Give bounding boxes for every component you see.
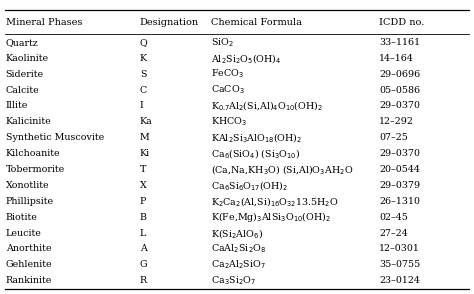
Text: Synthetic Muscovite: Synthetic Muscovite <box>6 133 104 142</box>
Text: Ca$_6$(SiO$_4$) (Si$_3$O$_{10}$): Ca$_6$(SiO$_4$) (Si$_3$O$_{10}$) <box>211 147 300 160</box>
Text: Ki: Ki <box>140 149 150 158</box>
Text: Mineral Phases: Mineral Phases <box>6 18 82 27</box>
Text: K(Si$_2$AlO$_6$): K(Si$_2$AlO$_6$) <box>211 227 263 240</box>
Text: G: G <box>140 260 147 269</box>
Text: SiO$_2$: SiO$_2$ <box>211 36 234 49</box>
Text: K$_{0.7}$Al$_2$(Si,Al)$_4$O$_{10}$(OH)$_2$: K$_{0.7}$Al$_2$(Si,Al)$_4$O$_{10}$(OH)$_… <box>211 99 323 112</box>
Text: 27–24: 27–24 <box>379 228 408 238</box>
Text: Tobermorite: Tobermorite <box>6 165 65 174</box>
Text: Calcite: Calcite <box>6 86 39 95</box>
Text: 26–1310: 26–1310 <box>379 197 420 206</box>
Text: Phillipsite: Phillipsite <box>6 197 54 206</box>
Text: 20–0544: 20–0544 <box>379 165 420 174</box>
Text: ICDD no.: ICDD no. <box>379 18 425 27</box>
Text: Kalicinite: Kalicinite <box>6 117 52 126</box>
Text: Designation: Designation <box>140 18 199 27</box>
Text: Ca$_3$Si$_2$O$_7$: Ca$_3$Si$_2$O$_7$ <box>211 275 256 287</box>
Text: 35–0755: 35–0755 <box>379 260 420 269</box>
Text: Ca$_6$Si$_6$O$_{17}$(OH)$_2$: Ca$_6$Si$_6$O$_{17}$(OH)$_2$ <box>211 179 288 192</box>
Text: Ca$_2$Al$_2$SiO$_7$: Ca$_2$Al$_2$SiO$_7$ <box>211 259 266 271</box>
Text: Siderite: Siderite <box>6 70 44 78</box>
Text: X: X <box>140 181 146 190</box>
Text: Kaolinite: Kaolinite <box>6 54 49 63</box>
Text: Ka: Ka <box>140 117 153 126</box>
Text: 02–45: 02–45 <box>379 213 408 222</box>
Text: Xonotlite: Xonotlite <box>6 181 49 190</box>
Text: 12–292: 12–292 <box>379 117 414 126</box>
Text: K$_2$Ca$_2$(Al,Si)$_{16}$O$_{32}$13.5H$_2$O: K$_2$Ca$_2$(Al,Si)$_{16}$O$_{32}$13.5H$_… <box>211 195 338 208</box>
Text: 23–0124: 23–0124 <box>379 276 420 285</box>
Text: C: C <box>140 86 147 95</box>
Text: Illite: Illite <box>6 101 28 111</box>
Text: CaAl$_2$Si$_2$O$_8$: CaAl$_2$Si$_2$O$_8$ <box>211 243 266 255</box>
Text: 12–0301: 12–0301 <box>379 245 420 253</box>
Text: 29–0696: 29–0696 <box>379 70 420 78</box>
Text: Leucite: Leucite <box>6 228 42 238</box>
Text: P: P <box>140 197 146 206</box>
Text: M: M <box>140 133 150 142</box>
Text: L: L <box>140 228 146 238</box>
Text: B: B <box>140 213 147 222</box>
Text: 07–25: 07–25 <box>379 133 408 142</box>
Text: Q: Q <box>140 38 147 47</box>
Text: K(Fe,Mg)$_3$AlSi$_3$O$_{10}$(OH)$_2$: K(Fe,Mg)$_3$AlSi$_3$O$_{10}$(OH)$_2$ <box>211 210 331 224</box>
Text: Quartz: Quartz <box>6 38 38 47</box>
Text: Biotite: Biotite <box>6 213 37 222</box>
Text: Kilchoanite: Kilchoanite <box>6 149 60 158</box>
Text: Al$_2$Si$_2$O$_5$(OH)$_4$: Al$_2$Si$_2$O$_5$(OH)$_4$ <box>211 52 281 65</box>
Text: FeCO$_3$: FeCO$_3$ <box>211 68 244 80</box>
Text: (Ca,Na,KH$_3$O) (Si,Al)O$_3$AH$_2$O: (Ca,Na,KH$_3$O) (Si,Al)O$_3$AH$_2$O <box>211 163 353 176</box>
Text: K: K <box>140 54 147 63</box>
Text: A: A <box>140 245 147 253</box>
Text: 29–0370: 29–0370 <box>379 149 420 158</box>
Text: Gehlenite: Gehlenite <box>6 260 52 269</box>
Text: T: T <box>140 165 146 174</box>
Text: S: S <box>140 70 146 78</box>
Text: Chemical Formula: Chemical Formula <box>211 18 302 27</box>
Text: KAl$_2$Si$_3$AlO$_{18}$(OH)$_2$: KAl$_2$Si$_3$AlO$_{18}$(OH)$_2$ <box>211 131 302 144</box>
Text: 29–0370: 29–0370 <box>379 101 420 111</box>
Text: KHCO$_3$: KHCO$_3$ <box>211 116 247 128</box>
Text: R: R <box>140 276 147 285</box>
Text: Rankinite: Rankinite <box>6 276 52 285</box>
Text: 14–164: 14–164 <box>379 54 414 63</box>
Text: 05–0586: 05–0586 <box>379 86 420 95</box>
Text: 29–0379: 29–0379 <box>379 181 420 190</box>
Text: 33–1161: 33–1161 <box>379 38 420 47</box>
Text: I: I <box>140 101 144 111</box>
Text: Anorthite: Anorthite <box>6 245 51 253</box>
Text: CaCO$_3$: CaCO$_3$ <box>211 84 245 96</box>
